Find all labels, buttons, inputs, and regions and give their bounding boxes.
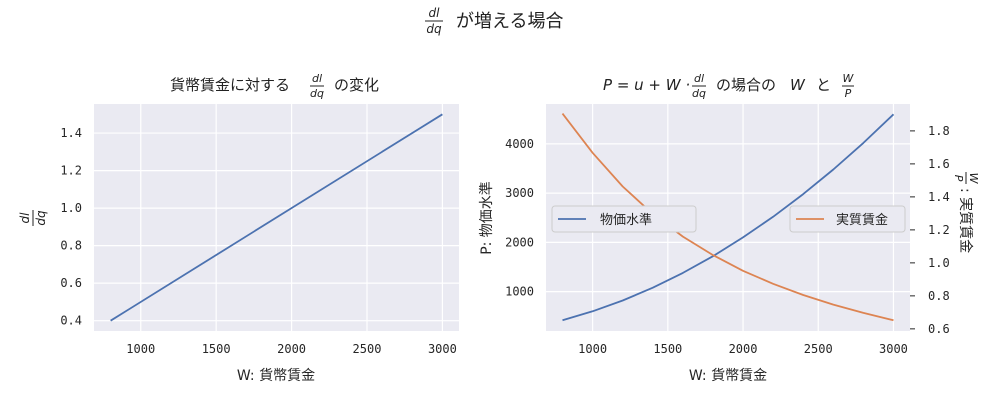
y-tick-label: 0.8	[60, 239, 82, 253]
right-y-axis-label: P: 物価水準	[479, 181, 495, 255]
y2-tick-label: 1.6	[928, 157, 950, 171]
right-y-tick-labels: 1000 2000 3000 4000	[505, 137, 534, 299]
y-tick-label: 1.0	[60, 201, 82, 215]
left-title-frac-den: dq	[310, 87, 324, 100]
x-tick-label: 3000	[428, 342, 457, 356]
figure-suptitle: dl dq が増える場合	[425, 6, 563, 36]
right-title-to: と	[816, 76, 831, 94]
right-title: P = u + W · dl dq の場合の W と W P	[603, 72, 855, 100]
right-series-line-1	[561, 113, 894, 322]
right-title-eq: P = u + W ·	[603, 76, 690, 94]
y2-tick-label: 0.6	[928, 322, 950, 336]
y2-tick-label: 1.0	[928, 256, 950, 270]
left-title: 貨幣賃金に対する dl dq の変化	[170, 72, 379, 100]
legend-right-box	[789, 205, 906, 233]
x-tick-label: 1500	[653, 342, 682, 356]
left-grid	[94, 104, 459, 331]
x-tick-label: 2500	[804, 342, 833, 356]
y2-tick-label: 0.8	[928, 289, 950, 303]
legend-left-label: 物価水準	[600, 212, 652, 228]
right-title-w: W	[790, 76, 806, 94]
right-y2label-frac-num: W	[967, 173, 980, 185]
y-tick-label: 1.4	[60, 126, 82, 140]
legend-right: 実質賃金	[789, 205, 906, 233]
x-tick-label: 1000	[578, 342, 607, 356]
left-subplot: 1000 1500 2000 2500 3000 0.40.60.81.01.21.4 …	[18, 72, 459, 384]
right-title-mid: の場合の	[716, 76, 776, 94]
right-title-ratio-den: P	[845, 87, 852, 100]
x-tick-label: 2000	[729, 342, 758, 356]
left-title-prefix: 貨幣賃金に対する	[170, 76, 290, 94]
y-tick-label: 0.4	[60, 314, 82, 328]
right-x-tick-labels: 1000 1500 2000 2500 3000	[578, 342, 908, 356]
left-title-frac-num: dl	[312, 72, 322, 85]
left-x-tick-labels: 1000 1500 2000 2500 3000	[126, 342, 457, 356]
right-series	[561, 113, 895, 322]
right-title-frac-num: dl	[694, 72, 704, 85]
y2-tick-label: 1.2	[928, 223, 950, 237]
left-x-axis-label: W: 貨幣賃金	[237, 367, 315, 384]
x-tick-label: 1000	[126, 342, 155, 356]
suptitle-frac-den: dq	[426, 22, 442, 36]
left-title-suffix: の変化	[334, 76, 379, 94]
suptitle-frac-num: dl	[429, 6, 441, 20]
right-y2label-text: : 実質賃金	[957, 188, 973, 253]
left-series	[110, 113, 443, 322]
x-tick-label: 2000	[277, 342, 306, 356]
y-tick-label: 4000	[505, 137, 534, 151]
right-title-frac-den: dq	[692, 87, 706, 100]
x-tick-label: 2500	[353, 342, 382, 356]
legend-left: 物価水準	[551, 205, 697, 233]
right-y2label-frac-den: P	[952, 175, 965, 182]
y2-tick-label: 1.4	[928, 190, 950, 204]
left-y-axis-label: dl dq	[18, 210, 48, 226]
legend-left-box	[551, 205, 697, 233]
left-series-line-0	[110, 113, 443, 322]
right-y2-axis-label: W P : 実質賃金	[952, 172, 980, 253]
x-tick-label: 3000	[879, 342, 908, 356]
suptitle-text: が増える場合	[456, 11, 563, 32]
left-ylabel-frac-num: dl	[18, 212, 32, 224]
y-tick-label: 1.2	[60, 164, 82, 178]
left-y-tick-labels: 0.4 0.6 0.8 1.0 1.2 1.4	[60, 126, 82, 328]
left-ylabel-frac-den: dq	[34, 210, 48, 226]
right-y2-tick-labels: 0.6 0.8 1.0 1.2 1.4 1.6 1.8	[910, 124, 950, 336]
y-tick-label: 0.6	[60, 276, 82, 290]
y2-tick-label: 1.8	[928, 124, 950, 138]
x-tick-label: 1500	[202, 342, 231, 356]
right-subplot: 1000 1500 2000 2500 3000 1000 2000 3000 4000 0.…	[479, 72, 980, 384]
right-title-ratio-num: W	[843, 72, 855, 85]
legend-right-label: 実質賃金	[836, 212, 888, 228]
y-tick-label: 2000	[505, 235, 534, 249]
y-tick-label: 1000	[505, 285, 534, 299]
y-tick-label: 3000	[505, 186, 534, 200]
right-x-axis-label: W: 貨幣賃金	[689, 367, 767, 384]
right-series-line-0	[562, 113, 895, 322]
